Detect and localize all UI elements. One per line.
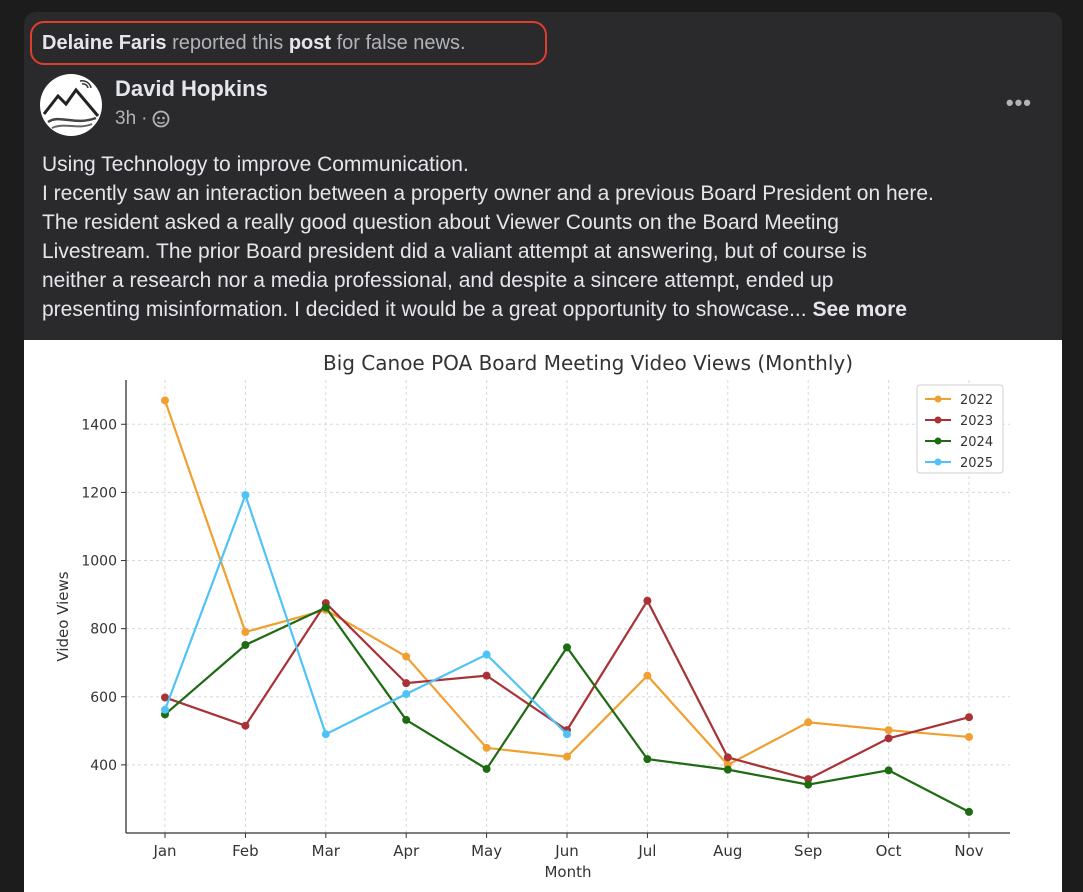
legend-marker-2023	[934, 416, 942, 424]
report-banner: Delaine Faris reported this post for fal…	[30, 21, 547, 65]
data-point-2024	[965, 807, 973, 816]
data-point-2022	[241, 628, 250, 637]
data-point-2022	[884, 726, 893, 735]
data-point-2025	[482, 650, 491, 659]
data-point-2023	[643, 596, 652, 605]
data-point-2025	[563, 730, 571, 739]
data-point-2022	[563, 752, 571, 761]
data-point-2024	[804, 780, 813, 789]
data-point-2023	[482, 671, 491, 680]
legend-marker-2024	[934, 437, 942, 445]
data-point-2025	[241, 491, 250, 500]
y-tick-label: 600	[90, 690, 117, 706]
data-point-2022	[402, 652, 411, 661]
avatar[interactable]	[40, 74, 102, 136]
x-tick-label: Jan	[152, 842, 176, 860]
data-point-2023	[965, 713, 973, 722]
mountain-logo-icon	[41, 75, 101, 135]
post-line: neither a research nor a media professio…	[42, 269, 834, 292]
data-point-2025	[402, 690, 411, 699]
post-body: Using Technology to improve Communicatio…	[42, 150, 1052, 324]
data-point-2024	[482, 764, 491, 773]
y-tick-label: 400	[90, 758, 117, 774]
x-tick-label: Jul	[637, 842, 656, 860]
x-tick-label: Jun	[554, 842, 578, 860]
meta-separator: ·	[141, 108, 148, 129]
data-point-2024	[402, 715, 411, 724]
data-point-2023	[161, 693, 169, 702]
data-point-2024	[241, 640, 250, 649]
data-point-2025	[321, 730, 330, 739]
legend-marker-2022	[934, 395, 942, 403]
post-line-last: presenting misinformation. I decided it …	[42, 295, 1052, 324]
reporter-name[interactable]: Delaine Faris	[42, 31, 167, 54]
post-meta: 3h ·	[115, 108, 170, 130]
author-name[interactable]: David Hopkins	[115, 76, 268, 101]
post-line: I recently saw an interaction between a …	[42, 182, 934, 205]
globe-icon	[153, 110, 170, 128]
data-point-2023	[884, 734, 893, 743]
data-point-2024	[723, 765, 732, 774]
data-point-2023	[241, 721, 250, 730]
chart-image[interactable]: Big Canoe POA Board Meeting Video Views …	[24, 340, 1062, 892]
x-tick-label: Feb	[232, 842, 259, 860]
post-time[interactable]: 3h	[115, 108, 137, 129]
x-tick-label: May	[471, 842, 502, 860]
x-tick-label: Apr	[393, 842, 420, 860]
report-text-1: reported this	[172, 31, 284, 54]
line-chart: Big Canoe POA Board Meeting Video Views …	[54, 351, 1010, 881]
data-point-2023	[402, 679, 411, 688]
legend-label-2023: 2023	[960, 414, 993, 429]
data-point-2022	[804, 718, 813, 727]
post-line: Using Technology to improve Communicatio…	[42, 153, 469, 176]
x-axis-label: Month	[544, 863, 591, 881]
y-tick-label: 1000	[81, 554, 117, 570]
y-tick-label: 1400	[81, 417, 117, 433]
legend-marker-2025	[934, 458, 942, 466]
post-line: Livestream. The prior Board president di…	[42, 240, 867, 263]
y-tick-label: 800	[90, 622, 117, 638]
report-text-2: for false news.	[336, 31, 466, 54]
data-point-2022	[161, 396, 169, 405]
post-line-text: presenting misinformation. I decided it …	[42, 298, 807, 321]
legend-label-2022: 2022	[960, 393, 993, 408]
data-point-2024	[563, 643, 571, 652]
y-axis-label: Video Views	[54, 571, 72, 661]
data-point-2024	[321, 603, 330, 612]
data-point-2025	[161, 705, 169, 714]
x-tick-label: Nov	[954, 842, 983, 860]
series-line-2025	[163, 491, 568, 736]
data-point-2023	[723, 753, 732, 762]
chart-title: Big Canoe POA Board Meeting Video Views …	[323, 351, 853, 375]
data-point-2022	[965, 732, 973, 741]
data-point-2024	[884, 766, 893, 775]
data-point-2022	[643, 671, 652, 680]
legend-label-2024: 2024	[960, 435, 993, 450]
post-card: Delaine Faris reported this post for fal…	[24, 12, 1062, 892]
x-tick-label: Sep	[794, 842, 822, 860]
data-point-2024	[643, 755, 652, 764]
report-object-link[interactable]: post	[288, 31, 332, 54]
post-line: The resident asked a really good questio…	[42, 211, 839, 234]
x-tick-label: Oct	[876, 842, 902, 860]
more-options-button[interactable]: •••	[1005, 90, 1032, 115]
legend-label-2025: 2025	[960, 456, 993, 471]
y-tick-label: 1200	[81, 485, 117, 501]
x-tick-label: Aug	[713, 842, 742, 860]
data-point-2022	[482, 743, 491, 752]
x-tick-label: Mar	[312, 842, 341, 860]
see-more-link[interactable]: See more	[812, 298, 907, 321]
legend-box	[916, 384, 1004, 474]
